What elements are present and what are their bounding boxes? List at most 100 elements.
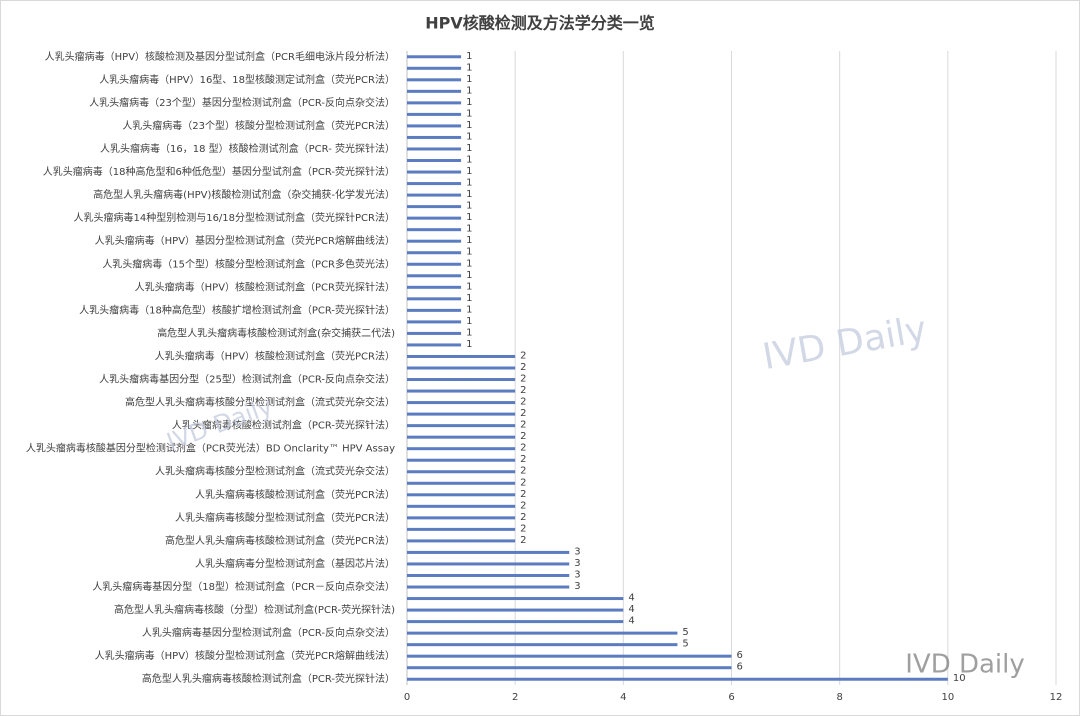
- value-label: 2: [520, 374, 526, 385]
- bar: [407, 78, 462, 82]
- bar: [407, 89, 462, 93]
- value-label: 1: [466, 166, 472, 177]
- value-label: 2: [520, 397, 526, 408]
- y-tick-label: 人乳头瘤病毒（15个型）核酸分型检测试剂盒（PCR多色荧光法）: [102, 257, 395, 270]
- value-label: 2: [520, 535, 526, 546]
- bar: [407, 597, 624, 601]
- bar: [407, 170, 462, 174]
- value-label: 1: [466, 120, 472, 131]
- chart-title: HPV核酸检测及方法学分类一览: [425, 14, 655, 33]
- value-label: 1: [466, 247, 472, 258]
- bar: [407, 331, 462, 335]
- bar: [407, 654, 732, 658]
- bar: [407, 412, 516, 416]
- y-tick-label: 人乳头瘤病毒（HPV）基因分型检测试剂盒（荧光PCR熔解曲线法）: [95, 234, 395, 247]
- y-tick-label: 人乳头瘤病毒（18种高危型）核酸扩增检测试剂盒（PCR-荧光探针法）: [79, 303, 395, 316]
- value-label: 1: [466, 97, 472, 108]
- value-label: 1: [466, 108, 472, 119]
- value-label: 2: [520, 477, 526, 488]
- x-tick-label: 6: [728, 692, 734, 703]
- bar: [407, 378, 516, 382]
- bar: [407, 470, 516, 474]
- y-tick-label: 人乳头瘤病毒核酸基因分型检测试剂盒（PCR荧光法）BD Onclarity™ H…: [26, 442, 395, 455]
- value-label: 1: [466, 304, 472, 315]
- x-tick-label: 2: [512, 692, 518, 703]
- x-tick-label: 10: [941, 692, 954, 703]
- bar: [407, 297, 462, 301]
- bar: [407, 493, 516, 497]
- value-label: 1: [466, 155, 472, 166]
- value-label: 10: [953, 673, 966, 684]
- watermark: IVD Daily: [905, 650, 1025, 680]
- value-label: 1: [466, 281, 472, 292]
- y-tick-label: 人乳头瘤病毒（HPV）核酸分型检测试剂盒（荧光PCR熔解曲线法）: [95, 649, 395, 662]
- value-label: 2: [520, 350, 526, 361]
- y-tick-label: 人乳头瘤病毒（HPV）核酸检测及基因分型试剂盒（PCR毛细电泳片段分析法）: [45, 50, 395, 63]
- y-tick-label: 高危型人乳头瘤病毒核酸（分型）检测试剂盒(PCR-荧光探针法): [114, 603, 395, 616]
- y-tick-label: 人乳头瘤病毒分型检测试剂盒（基因芯片法）: [195, 557, 395, 570]
- value-label: 1: [466, 62, 472, 73]
- bar: [407, 585, 570, 589]
- y-tick-label: 人乳头瘤病毒核酸分型检测试剂盒（流式荧光杂交法）: [155, 465, 395, 478]
- value-label: 1: [466, 270, 472, 281]
- value-label: 1: [466, 327, 472, 338]
- value-label: 6: [737, 650, 743, 661]
- y-tick-label: 高危型人乳头瘤病毒核酸检测试剂盒(杂交捕获二代法): [157, 326, 395, 339]
- bar: [407, 539, 516, 543]
- x-tick-label: 4: [620, 692, 626, 703]
- y-tick-label: 人乳头瘤病毒基因分型（25型）检测试剂盒（PCR-反向点杂交法）: [99, 373, 395, 386]
- value-label: 2: [520, 454, 526, 465]
- y-tick-label: 人乳头瘤病毒（HPV）核酸检测试剂盒（荧光PCR法）: [155, 349, 395, 362]
- bar: [407, 424, 516, 428]
- bar: [407, 666, 732, 670]
- y-tick-label: 高危型人乳头瘤病毒核酸分型检测试剂盒（流式荧光杂交法）: [125, 396, 395, 409]
- value-label: 1: [466, 143, 472, 154]
- value-label: 1: [466, 258, 472, 269]
- x-tick-label: 12: [1050, 692, 1063, 703]
- y-tick-label: 人乳头瘤病毒（HPV）16型、18型核酸测定试剂盒（荧光PCR法）: [99, 73, 395, 86]
- bar: [407, 147, 462, 151]
- value-label: 2: [520, 443, 526, 454]
- bar: [407, 135, 462, 139]
- y-tick-label: 人乳头瘤病毒核酸检测试剂盒（荧光PCR法）: [195, 488, 395, 501]
- bar: [407, 677, 948, 681]
- y-tick-label: 人乳头瘤病毒（16，18 型）核酸检测试剂盒（PCR- 荧光探针法）: [100, 142, 395, 155]
- value-label: 5: [682, 627, 688, 638]
- y-tick-label: 人乳头瘤病毒（18种高危型和6种低危型）基因分型试剂盒（PCR-荧光探针法）: [43, 165, 395, 178]
- value-label: 1: [466, 189, 472, 200]
- value-label: 2: [520, 385, 526, 396]
- bar: [407, 620, 624, 624]
- value-label: 3: [574, 558, 580, 569]
- value-label: 1: [466, 235, 472, 246]
- value-label: 2: [520, 431, 526, 442]
- value-label: 1: [466, 74, 472, 85]
- y-tick-label: 人乳头瘤病毒（23个型）基因分型检测试剂盒（PCR-反向点杂交法）: [89, 96, 395, 109]
- value-label: 1: [466, 212, 472, 223]
- value-label: 2: [520, 420, 526, 431]
- bar: [407, 458, 516, 462]
- bar: [407, 504, 516, 508]
- bar: [407, 274, 462, 278]
- bar: [407, 159, 462, 163]
- value-label: 2: [520, 500, 526, 511]
- bar: [407, 66, 462, 70]
- y-tick-label: 人乳头瘤病毒14种型别检测与16/18分型检测试剂盒（荧光探针PCR法）: [73, 211, 395, 224]
- bar: [407, 262, 462, 266]
- bar: [407, 55, 462, 59]
- value-label: 2: [520, 523, 526, 534]
- value-label: 5: [682, 639, 688, 650]
- bar: [407, 124, 462, 128]
- bar: [407, 550, 570, 554]
- bar: [407, 643, 678, 647]
- bar: [407, 366, 516, 370]
- y-tick-label: 人乳头瘤病毒基因分型（18型）检测试剂盒（PCR－反向点杂交法）: [92, 580, 395, 593]
- value-label: 2: [520, 408, 526, 419]
- bar: [407, 251, 462, 255]
- bar: [407, 401, 516, 405]
- bar: [407, 608, 624, 612]
- bar: [407, 193, 462, 197]
- value-label: 1: [466, 131, 472, 142]
- value-label: 3: [574, 546, 580, 557]
